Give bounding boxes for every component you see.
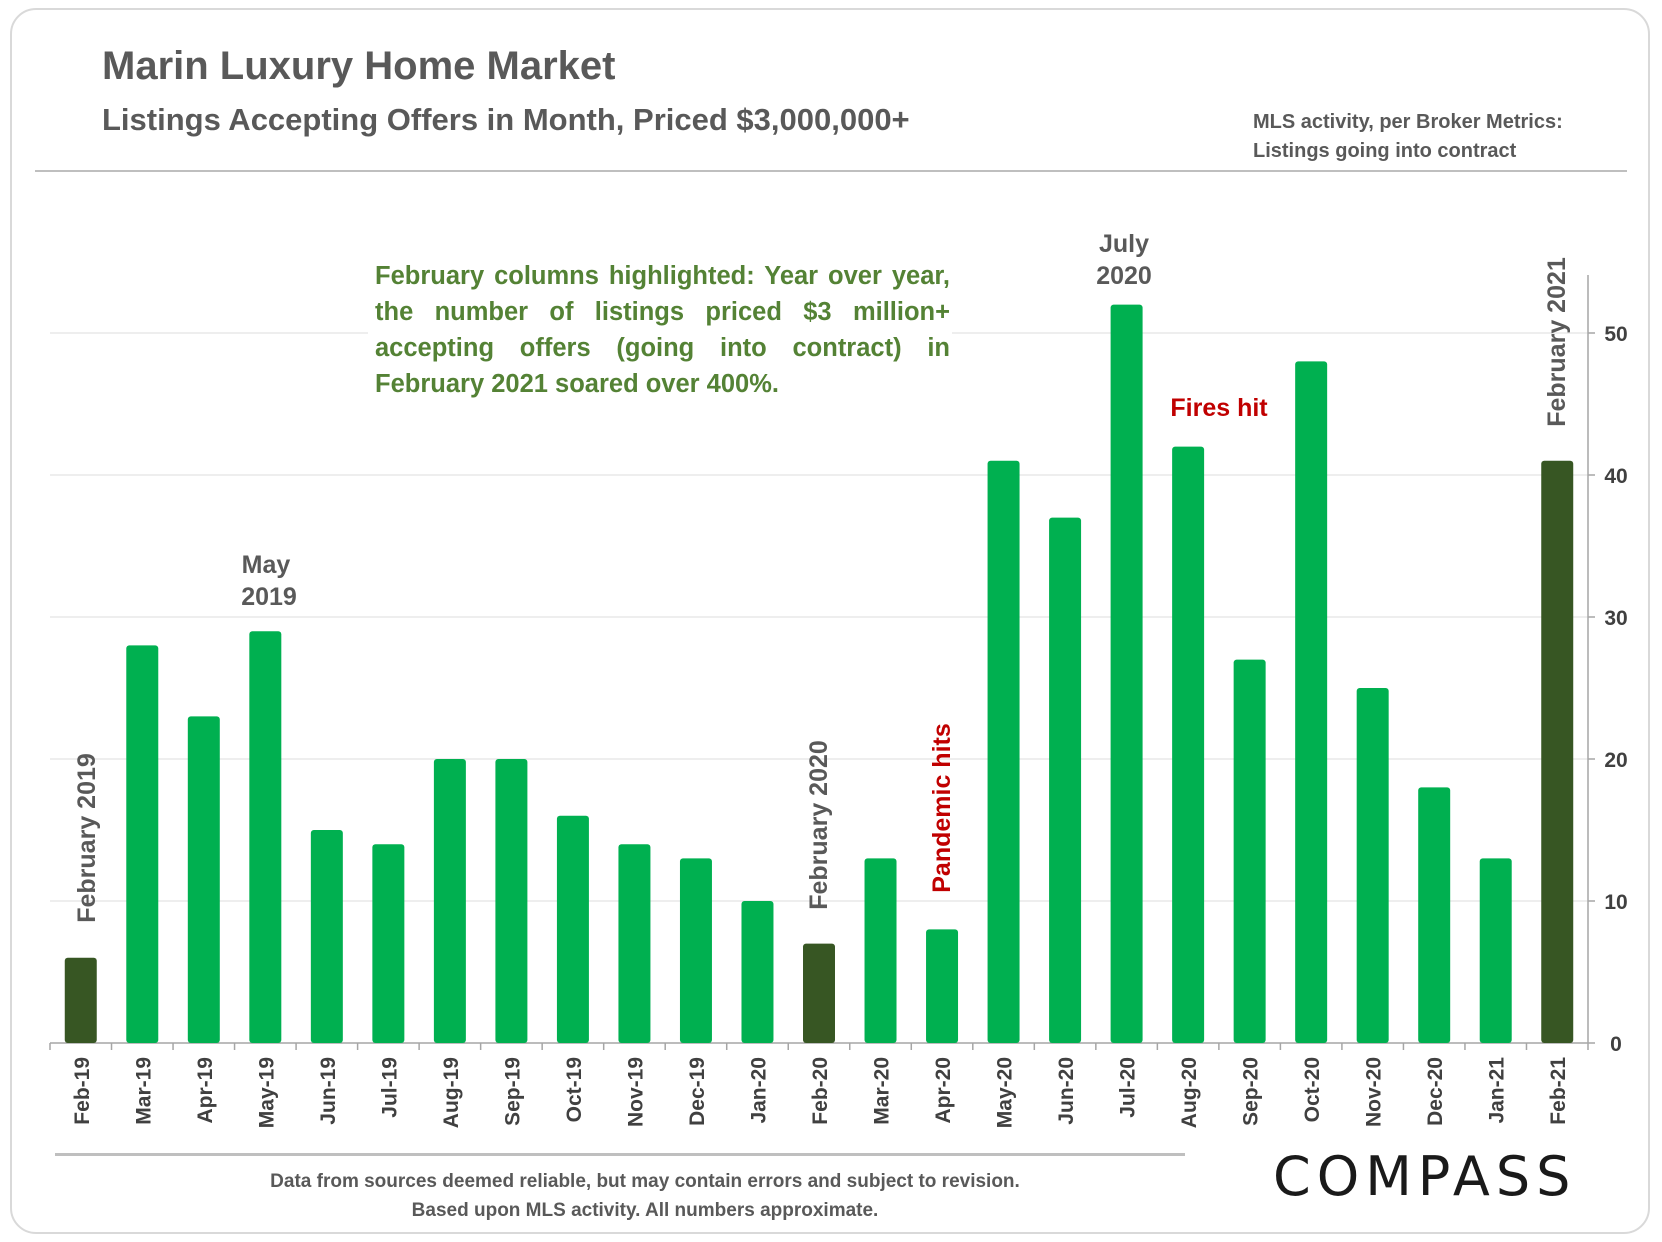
may-2019-label-line-1: May xyxy=(242,551,291,579)
bar-jul-20 xyxy=(1110,304,1143,1044)
x-tick-label: Aug-20 xyxy=(1178,1057,1201,1128)
bar-sep-20 xyxy=(1233,659,1266,1043)
y-tick-label: 20 xyxy=(1604,749,1627,772)
bar-jan-20 xyxy=(741,901,774,1043)
source-note-line-1: MLS activity, per Broker Metrics: xyxy=(1253,111,1563,133)
bar-oct-20 xyxy=(1295,361,1328,1043)
bar-mar-20 xyxy=(864,858,897,1043)
callout-container: February columns highlighted: Year over … xyxy=(375,262,950,398)
fires-hit-label: Fires hit xyxy=(1170,394,1268,422)
x-tick-label: Sep-20 xyxy=(1240,1057,1263,1126)
chart-title: Marin Luxury Home Market xyxy=(102,44,616,88)
bars xyxy=(64,304,1574,1044)
bar-oct-19 xyxy=(556,815,589,1043)
x-tick-label: Mar-20 xyxy=(871,1057,894,1125)
footnote: Data from sources deemed reliable, but m… xyxy=(180,1167,1110,1225)
x-tick-label: Nov-19 xyxy=(624,1057,647,1127)
may-2019-label-line-2: 2019 xyxy=(241,583,297,611)
x-tick-label: Sep-19 xyxy=(501,1057,524,1126)
y-tick-label: 50 xyxy=(1604,323,1627,346)
july-2020-label-line-1: July xyxy=(1099,230,1149,258)
bar-aug-20 xyxy=(1172,446,1205,1044)
february-2019-label: February 2019 xyxy=(73,753,101,923)
source-note: MLS activity, per Broker Metrics: Listin… xyxy=(1253,108,1563,166)
bar-feb-21 xyxy=(1541,460,1574,1043)
bar-sep-19 xyxy=(495,759,528,1043)
x-tick-label: Jun-20 xyxy=(1055,1057,1078,1125)
february-2021-label: February 2021 xyxy=(1543,257,1571,427)
bar-dec-19 xyxy=(679,858,712,1043)
x-tick-label: Jun-19 xyxy=(317,1057,340,1125)
bar-apr-20 xyxy=(926,929,959,1043)
footnote-line-1: Data from sources deemed reliable, but m… xyxy=(270,1171,1020,1192)
february-2020-label: February 2020 xyxy=(805,740,833,910)
bar-feb-19 xyxy=(64,957,97,1043)
y-axis-tick-labels: 0 10 20 30 40 50 xyxy=(1604,323,1627,1056)
bar-jul-19 xyxy=(372,844,405,1043)
y-tick-label: 30 xyxy=(1604,607,1627,630)
x-tick-label: Feb-19 xyxy=(71,1057,94,1125)
callout-text: February columns highlighted: Year over … xyxy=(375,262,950,398)
x-tick-label: Jul-20 xyxy=(1117,1057,1140,1118)
x-tick-label: Dec-20 xyxy=(1424,1057,1447,1126)
x-tick-label: Apr-19 xyxy=(194,1057,217,1124)
bar-dec-20 xyxy=(1418,787,1451,1043)
callout-background xyxy=(368,256,952,408)
bar-nov-19 xyxy=(618,844,651,1043)
bar-may-19 xyxy=(249,631,282,1043)
x-axis-tick-labels: Feb-19 Mar-19 Apr-19 May-19 Jun-19 Jul-19 Aug-… xyxy=(71,1057,1570,1129)
footer-divider xyxy=(55,1153,1185,1156)
x-tick-label: Feb-20 xyxy=(809,1057,832,1125)
bar-mar-19 xyxy=(126,645,159,1043)
footnote-line-2: Based upon MLS activity. All numbers app… xyxy=(411,1200,879,1221)
x-tick-label: Oct-19 xyxy=(563,1057,586,1122)
chart-subtitle: Listings Accepting Offers in Month, Pric… xyxy=(102,102,910,137)
x-tick-label: May-19 xyxy=(255,1057,278,1128)
bar-jun-20 xyxy=(1049,517,1082,1043)
bar-apr-19 xyxy=(187,716,220,1043)
bar-jun-19 xyxy=(310,830,343,1043)
bar-may-20 xyxy=(987,460,1020,1043)
pandemic-hits-label: Pandemic hits xyxy=(928,723,956,893)
july-2020-label-line-2: 2020 xyxy=(1096,262,1152,290)
compass-logo: COMPASS xyxy=(1273,1145,1577,1208)
x-tick-label: Jan-20 xyxy=(747,1057,770,1124)
bar-jan-21 xyxy=(1479,858,1512,1043)
x-tick-label: Feb-21 xyxy=(1547,1057,1570,1125)
x-tick-label: May-20 xyxy=(994,1057,1017,1128)
x-tick-label: Apr-20 xyxy=(932,1057,955,1124)
x-tick-label: Mar-19 xyxy=(132,1057,155,1125)
x-tick-label: Oct-20 xyxy=(1301,1057,1324,1122)
x-tick-label: Jan-21 xyxy=(1486,1057,1509,1124)
source-note-line-2: Listings going into contract xyxy=(1253,140,1517,162)
x-tick-label: Aug-19 xyxy=(440,1057,463,1128)
x-tick-label: Jul-19 xyxy=(378,1057,401,1118)
x-tick-label: Dec-19 xyxy=(686,1057,709,1126)
bar-aug-19 xyxy=(433,759,466,1043)
bar-nov-20 xyxy=(1356,688,1389,1043)
header-divider xyxy=(35,170,1627,172)
y-tick-label: 40 xyxy=(1604,465,1627,488)
x-tick-label: Nov-20 xyxy=(1363,1057,1386,1127)
bar-feb-20 xyxy=(803,943,835,1043)
y-tick-label: 0 xyxy=(1610,1033,1622,1056)
y-tick-label: 10 xyxy=(1604,891,1627,914)
x-axis-ticks xyxy=(49,1043,1589,1050)
